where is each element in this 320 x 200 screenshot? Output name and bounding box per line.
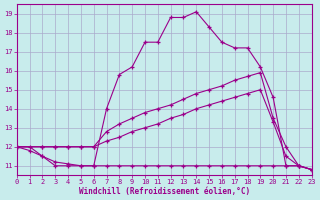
X-axis label: Windchill (Refroidissement éolien,°C): Windchill (Refroidissement éolien,°C): [79, 187, 250, 196]
